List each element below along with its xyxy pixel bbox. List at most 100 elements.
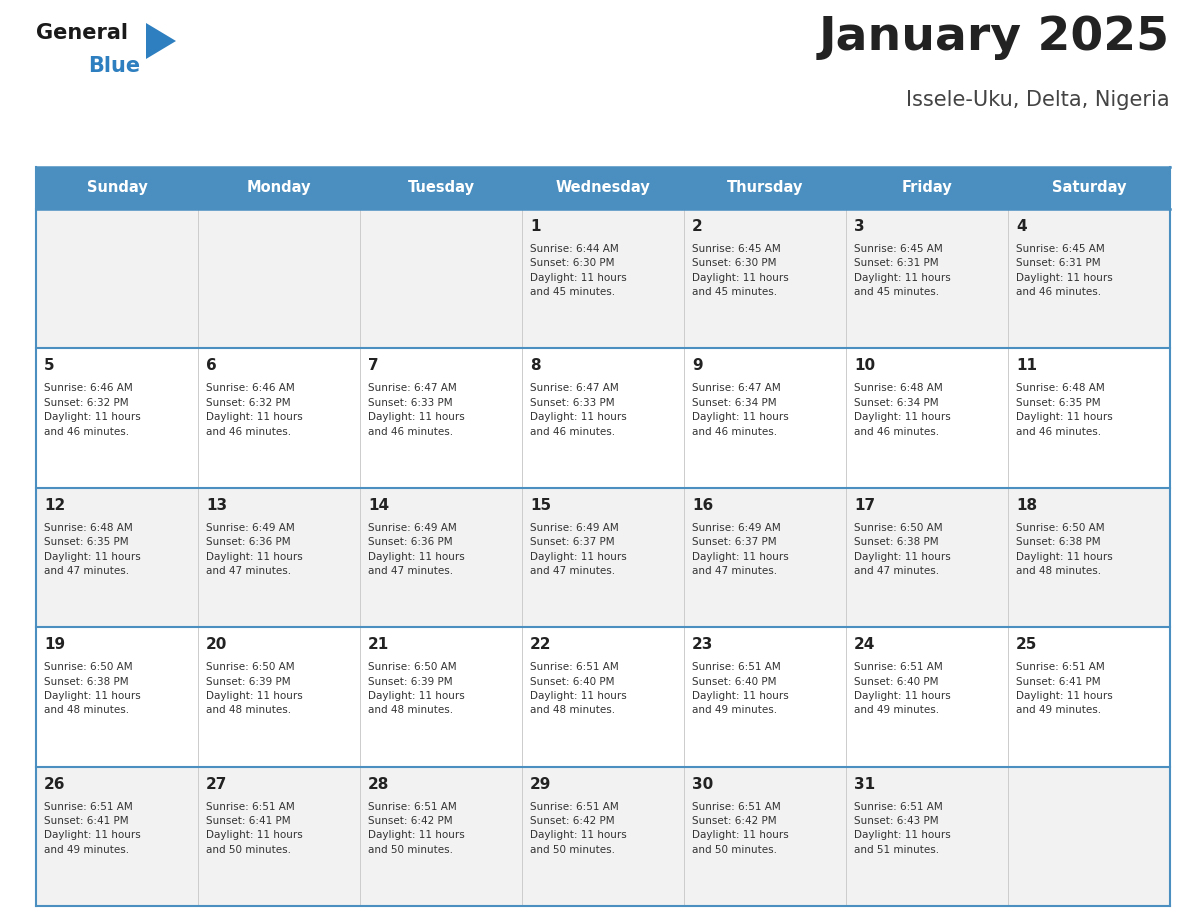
Bar: [198, 167, 360, 209]
Text: Sunrise: 6:48 AM
Sunset: 6:35 PM
Daylight: 11 hours
and 46 minutes.: Sunrise: 6:48 AM Sunset: 6:35 PM Dayligh…: [1016, 384, 1113, 437]
Text: Sunrise: 6:51 AM
Sunset: 6:42 PM
Daylight: 11 hours
and 50 minutes.: Sunrise: 6:51 AM Sunset: 6:42 PM Dayligh…: [691, 801, 789, 855]
Bar: [360, 209, 522, 349]
Text: 23: 23: [691, 637, 713, 652]
Text: 4: 4: [1016, 219, 1026, 234]
Text: Sunrise: 6:51 AM
Sunset: 6:41 PM
Daylight: 11 hours
and 49 minutes.: Sunrise: 6:51 AM Sunset: 6:41 PM Dayligh…: [1016, 662, 1113, 715]
Text: 1: 1: [530, 219, 541, 234]
Text: Sunrise: 6:49 AM
Sunset: 6:37 PM
Daylight: 11 hours
and 47 minutes.: Sunrise: 6:49 AM Sunset: 6:37 PM Dayligh…: [691, 522, 789, 576]
Bar: [1007, 487, 1170, 627]
Bar: [522, 767, 684, 906]
Text: 16: 16: [691, 498, 713, 513]
Bar: [36, 349, 198, 487]
Bar: [846, 487, 1007, 627]
Bar: [684, 349, 846, 487]
Text: 20: 20: [206, 637, 227, 652]
Polygon shape: [146, 23, 176, 59]
Text: Sunrise: 6:51 AM
Sunset: 6:40 PM
Daylight: 11 hours
and 49 minutes.: Sunrise: 6:51 AM Sunset: 6:40 PM Dayligh…: [854, 662, 950, 715]
Text: Sunrise: 6:51 AM
Sunset: 6:42 PM
Daylight: 11 hours
and 50 minutes.: Sunrise: 6:51 AM Sunset: 6:42 PM Dayligh…: [368, 801, 465, 855]
Text: 24: 24: [854, 637, 876, 652]
Text: Tuesday: Tuesday: [407, 181, 474, 196]
Text: Sunday: Sunday: [87, 181, 147, 196]
Bar: [684, 767, 846, 906]
Text: Issele-Uku, Delta, Nigeria: Issele-Uku, Delta, Nigeria: [906, 90, 1170, 110]
Bar: [1007, 167, 1170, 209]
Text: Sunrise: 6:45 AM
Sunset: 6:31 PM
Daylight: 11 hours
and 45 minutes.: Sunrise: 6:45 AM Sunset: 6:31 PM Dayligh…: [854, 244, 950, 297]
Bar: [198, 487, 360, 627]
Text: Sunrise: 6:51 AM
Sunset: 6:40 PM
Daylight: 11 hours
and 49 minutes.: Sunrise: 6:51 AM Sunset: 6:40 PM Dayligh…: [691, 662, 789, 715]
Bar: [846, 167, 1007, 209]
Text: 25: 25: [1016, 637, 1037, 652]
Text: 13: 13: [206, 498, 227, 513]
Bar: [198, 627, 360, 767]
Text: Sunrise: 6:47 AM
Sunset: 6:34 PM
Daylight: 11 hours
and 46 minutes.: Sunrise: 6:47 AM Sunset: 6:34 PM Dayligh…: [691, 384, 789, 437]
Text: Friday: Friday: [902, 181, 953, 196]
Bar: [846, 349, 1007, 487]
Bar: [360, 767, 522, 906]
Text: 19: 19: [44, 637, 65, 652]
Text: 15: 15: [530, 498, 551, 513]
Bar: [36, 209, 198, 349]
Text: 14: 14: [368, 498, 390, 513]
Text: 8: 8: [530, 358, 541, 374]
Bar: [846, 767, 1007, 906]
Text: 31: 31: [854, 777, 876, 791]
Bar: [360, 627, 522, 767]
Text: Sunrise: 6:50 AM
Sunset: 6:38 PM
Daylight: 11 hours
and 48 minutes.: Sunrise: 6:50 AM Sunset: 6:38 PM Dayligh…: [44, 662, 140, 715]
Text: 22: 22: [530, 637, 551, 652]
Text: Wednesday: Wednesday: [556, 181, 650, 196]
Bar: [360, 487, 522, 627]
Text: 17: 17: [854, 498, 876, 513]
Bar: [360, 349, 522, 487]
Text: Sunrise: 6:46 AM
Sunset: 6:32 PM
Daylight: 11 hours
and 46 minutes.: Sunrise: 6:46 AM Sunset: 6:32 PM Dayligh…: [206, 384, 303, 437]
Text: Thursday: Thursday: [727, 181, 803, 196]
Text: Sunrise: 6:50 AM
Sunset: 6:39 PM
Daylight: 11 hours
and 48 minutes.: Sunrise: 6:50 AM Sunset: 6:39 PM Dayligh…: [206, 662, 303, 715]
Text: 27: 27: [206, 777, 227, 791]
Bar: [1007, 767, 1170, 906]
Bar: [198, 209, 360, 349]
Text: Sunrise: 6:50 AM
Sunset: 6:38 PM
Daylight: 11 hours
and 48 minutes.: Sunrise: 6:50 AM Sunset: 6:38 PM Dayligh…: [1016, 522, 1113, 576]
Text: Sunrise: 6:44 AM
Sunset: 6:30 PM
Daylight: 11 hours
and 45 minutes.: Sunrise: 6:44 AM Sunset: 6:30 PM Dayligh…: [530, 244, 627, 297]
Text: Sunrise: 6:45 AM
Sunset: 6:31 PM
Daylight: 11 hours
and 46 minutes.: Sunrise: 6:45 AM Sunset: 6:31 PM Dayligh…: [1016, 244, 1113, 297]
Text: Sunrise: 6:51 AM
Sunset: 6:43 PM
Daylight: 11 hours
and 51 minutes.: Sunrise: 6:51 AM Sunset: 6:43 PM Dayligh…: [854, 801, 950, 855]
Bar: [1007, 627, 1170, 767]
Bar: [846, 209, 1007, 349]
Text: 5: 5: [44, 358, 55, 374]
Text: Sunrise: 6:51 AM
Sunset: 6:41 PM
Daylight: 11 hours
and 50 minutes.: Sunrise: 6:51 AM Sunset: 6:41 PM Dayligh…: [206, 801, 303, 855]
Bar: [360, 167, 522, 209]
Text: 28: 28: [368, 777, 390, 791]
Text: Blue: Blue: [88, 56, 140, 76]
Text: Monday: Monday: [247, 181, 311, 196]
Bar: [198, 349, 360, 487]
Text: Sunrise: 6:47 AM
Sunset: 6:33 PM
Daylight: 11 hours
and 46 minutes.: Sunrise: 6:47 AM Sunset: 6:33 PM Dayligh…: [530, 384, 627, 437]
Text: 7: 7: [368, 358, 379, 374]
Bar: [684, 487, 846, 627]
Bar: [684, 627, 846, 767]
Bar: [522, 167, 684, 209]
Text: 12: 12: [44, 498, 65, 513]
Text: Sunrise: 6:49 AM
Sunset: 6:36 PM
Daylight: 11 hours
and 47 minutes.: Sunrise: 6:49 AM Sunset: 6:36 PM Dayligh…: [368, 522, 465, 576]
Text: 21: 21: [368, 637, 390, 652]
Bar: [36, 627, 198, 767]
Bar: [684, 209, 846, 349]
Text: Sunrise: 6:45 AM
Sunset: 6:30 PM
Daylight: 11 hours
and 45 minutes.: Sunrise: 6:45 AM Sunset: 6:30 PM Dayligh…: [691, 244, 789, 297]
Bar: [522, 209, 684, 349]
Text: 9: 9: [691, 358, 702, 374]
Text: 30: 30: [691, 777, 713, 791]
Text: Sunrise: 6:48 AM
Sunset: 6:34 PM
Daylight: 11 hours
and 46 minutes.: Sunrise: 6:48 AM Sunset: 6:34 PM Dayligh…: [854, 384, 950, 437]
Text: Sunrise: 6:49 AM
Sunset: 6:37 PM
Daylight: 11 hours
and 47 minutes.: Sunrise: 6:49 AM Sunset: 6:37 PM Dayligh…: [530, 522, 627, 576]
Bar: [1007, 349, 1170, 487]
Text: January 2025: January 2025: [819, 15, 1170, 60]
Bar: [36, 167, 198, 209]
Text: 6: 6: [206, 358, 216, 374]
Text: 26: 26: [44, 777, 65, 791]
Text: 10: 10: [854, 358, 876, 374]
Text: 11: 11: [1016, 358, 1037, 374]
Bar: [846, 627, 1007, 767]
Text: Sunrise: 6:51 AM
Sunset: 6:41 PM
Daylight: 11 hours
and 49 minutes.: Sunrise: 6:51 AM Sunset: 6:41 PM Dayligh…: [44, 801, 140, 855]
Text: 29: 29: [530, 777, 551, 791]
Bar: [522, 487, 684, 627]
Text: Sunrise: 6:50 AM
Sunset: 6:38 PM
Daylight: 11 hours
and 47 minutes.: Sunrise: 6:50 AM Sunset: 6:38 PM Dayligh…: [854, 522, 950, 576]
Text: General: General: [36, 23, 128, 43]
Text: Sunrise: 6:47 AM
Sunset: 6:33 PM
Daylight: 11 hours
and 46 minutes.: Sunrise: 6:47 AM Sunset: 6:33 PM Dayligh…: [368, 384, 465, 437]
Text: Sunrise: 6:51 AM
Sunset: 6:40 PM
Daylight: 11 hours
and 48 minutes.: Sunrise: 6:51 AM Sunset: 6:40 PM Dayligh…: [530, 662, 627, 715]
